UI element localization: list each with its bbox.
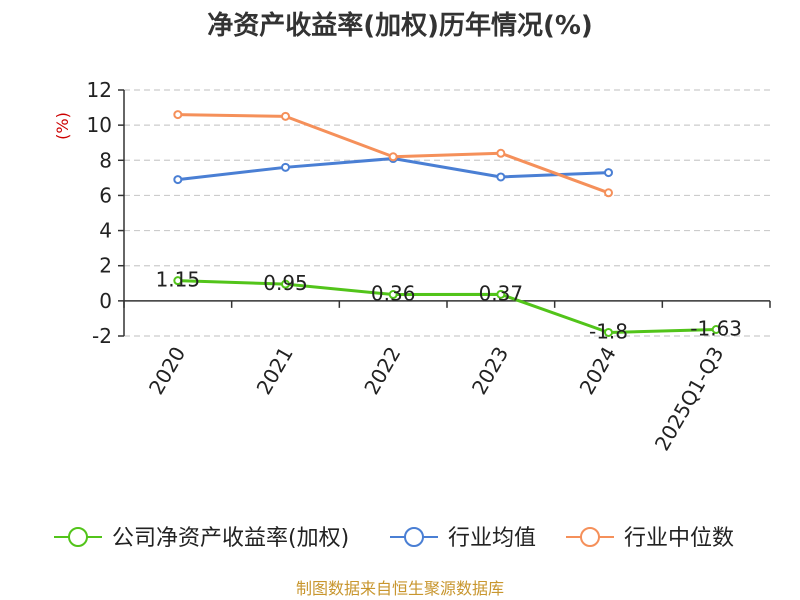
legend-label: 行业中位数 xyxy=(624,526,734,551)
series-line xyxy=(177,279,717,334)
legend-item[interactable]: 公司净资产收益率(加权) xyxy=(54,526,349,551)
legend-marker-icon xyxy=(404,527,424,547)
legend-label: 行业均值 xyxy=(448,526,536,551)
data-point xyxy=(604,327,613,337)
legend-label: 公司净资产收益率(加权) xyxy=(112,526,349,551)
data-point xyxy=(388,152,398,162)
legend-item[interactable]: 行业中位数 xyxy=(566,526,734,551)
y-tick-label: -2 xyxy=(92,324,112,348)
legend[interactable]: 公司净资产收益率(加权) 行业均值 行业中位数 xyxy=(54,526,734,551)
data-point xyxy=(281,111,290,121)
x-tick-label: 2021 xyxy=(252,343,298,399)
legend-item[interactable]: 行业均值 xyxy=(390,526,536,551)
data-label: 1.15 xyxy=(156,268,201,292)
legend-marker-icon xyxy=(580,527,600,547)
y-tick-label: 10 xyxy=(87,113,112,137)
y-axis-unit-label: (%) xyxy=(53,112,72,140)
data-point xyxy=(496,289,506,299)
data-label: 0.95 xyxy=(263,271,308,295)
chart-title: 净资产收益率(加权)历年情况(%) xyxy=(207,10,593,41)
x-tick-label: 2025Q1-Q3 xyxy=(650,343,729,455)
data-label: 0.36 xyxy=(371,282,416,306)
data-point xyxy=(604,168,613,178)
data-label: -1.8 xyxy=(589,319,628,343)
series-lines xyxy=(173,110,721,337)
data-point xyxy=(604,188,613,198)
y-tick-label: 12 xyxy=(87,78,112,102)
y-tick-label: 2 xyxy=(99,254,112,278)
data-point xyxy=(173,110,183,120)
x-tick-label: 2022 xyxy=(359,343,405,399)
data-point xyxy=(173,276,183,286)
grid-lines xyxy=(124,89,770,337)
y-tick-label: 6 xyxy=(99,183,112,207)
data-labels: 1.15 0.95 0.36 0.37 -1.8 -1.63 xyxy=(156,268,742,344)
x-tick-label: 2023 xyxy=(467,343,513,399)
x-tick-label: 2024 xyxy=(575,343,621,399)
legend-marker-icon xyxy=(68,527,88,547)
data-point xyxy=(173,175,183,185)
data-point xyxy=(281,162,290,172)
axes: -2 0 2 4 6 8 10 12 2020 2021 2022 2023 2024 2025Q1-Q3 xyxy=(87,78,771,455)
data-source-note: 制图数据来自恒生聚源数据库 xyxy=(296,579,504,598)
data-label: -1.63 xyxy=(690,316,742,340)
data-point xyxy=(711,324,721,334)
data-point xyxy=(388,290,398,300)
data-point xyxy=(496,172,506,182)
data-label: 0.37 xyxy=(479,281,524,305)
y-tick-label: 0 xyxy=(99,289,112,313)
y-tick-label: 4 xyxy=(99,219,112,243)
data-point xyxy=(496,148,506,158)
x-tick-label: 2020 xyxy=(144,343,190,399)
y-tick-label: 8 xyxy=(99,148,112,172)
data-point xyxy=(281,279,290,289)
